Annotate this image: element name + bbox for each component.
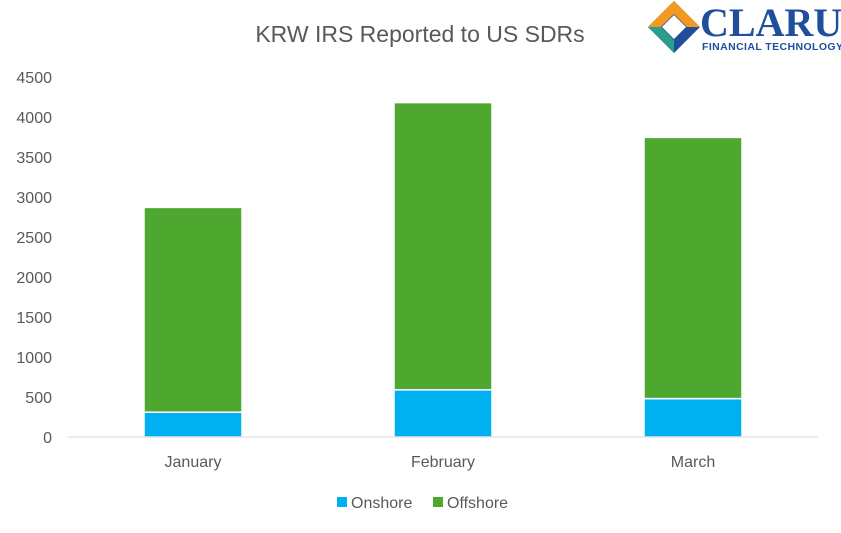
bar-offshore-march xyxy=(643,136,743,400)
legend-label-offshore: Offshore xyxy=(447,495,508,512)
y-tick-label: 3500 xyxy=(16,150,52,167)
x-category-label: February xyxy=(411,454,475,471)
x-category-label: March xyxy=(671,454,715,471)
bar-onshore-january xyxy=(143,411,243,438)
legend-label-onshore: Onshore xyxy=(351,495,412,512)
y-tick-label: 3000 xyxy=(16,190,52,207)
y-tick-label: 500 xyxy=(25,390,52,407)
legend-swatch-offshore xyxy=(433,497,443,507)
bars xyxy=(143,101,743,438)
logo-tagline: FINANCIAL TECHNOLOGY xyxy=(702,41,841,53)
y-tick-label: 2000 xyxy=(16,270,52,287)
y-axis: 0 500 1000 1500 2000 2500 3000 3500 4000 4500 xyxy=(16,70,52,447)
diamond-logo-icon xyxy=(648,1,700,53)
y-tick-label: 1500 xyxy=(16,310,52,327)
chart-title: KRW IRS Reported to US SDRs xyxy=(255,21,584,47)
y-tick-label: 0 xyxy=(43,430,52,447)
logo-name: CLARUS xyxy=(700,0,841,45)
bar-offshore-february xyxy=(393,101,493,391)
x-category-label: January xyxy=(165,454,222,471)
legend-swatch-onshore xyxy=(337,497,347,507)
clarus-logo: CLARUS FINANCIAL TECHNOLOGY xyxy=(648,0,841,53)
y-tick-label: 1000 xyxy=(16,350,52,367)
y-tick-label: 4000 xyxy=(16,110,52,127)
x-axis: January February March xyxy=(165,454,716,471)
bar-onshore-february xyxy=(393,389,493,438)
bar-onshore-march xyxy=(643,397,743,438)
legend: Onshore Offshore xyxy=(337,495,508,512)
y-tick-label: 2500 xyxy=(16,230,52,247)
y-tick-label: 4500 xyxy=(16,70,52,87)
bar-offshore-january xyxy=(143,206,243,413)
